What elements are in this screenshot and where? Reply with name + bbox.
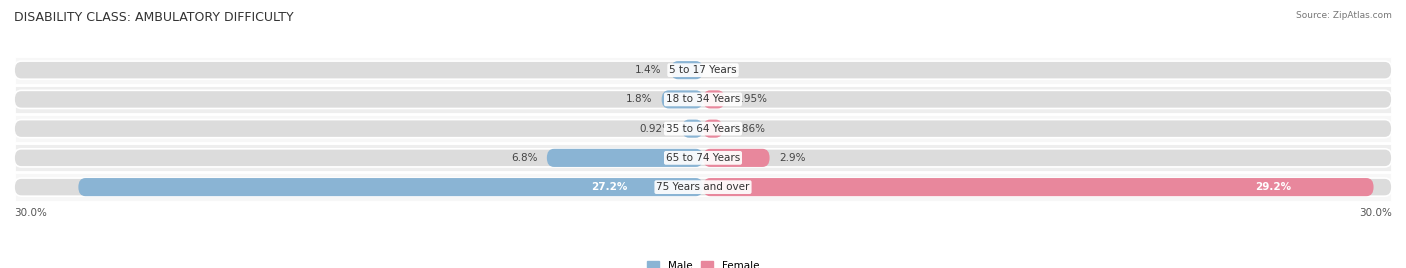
FancyBboxPatch shape <box>703 90 725 109</box>
Bar <box>14 173 1392 202</box>
Legend: Male, Female: Male, Female <box>647 261 759 268</box>
Text: 0.86%: 0.86% <box>733 124 765 134</box>
FancyBboxPatch shape <box>703 149 769 167</box>
FancyBboxPatch shape <box>14 61 1392 79</box>
Bar <box>14 114 1392 143</box>
FancyBboxPatch shape <box>671 61 703 79</box>
FancyBboxPatch shape <box>682 120 703 138</box>
Text: 30.0%: 30.0% <box>14 208 46 218</box>
Text: 6.8%: 6.8% <box>512 153 537 163</box>
Text: 0.95%: 0.95% <box>734 94 768 105</box>
Bar <box>14 143 1392 173</box>
Text: 30.0%: 30.0% <box>1360 208 1392 218</box>
Text: DISABILITY CLASS: AMBULATORY DIFFICULTY: DISABILITY CLASS: AMBULATORY DIFFICULTY <box>14 11 294 24</box>
FancyBboxPatch shape <box>79 178 703 196</box>
Text: 29.2%: 29.2% <box>1256 182 1291 192</box>
Text: 35 to 64 Years: 35 to 64 Years <box>666 124 740 134</box>
FancyBboxPatch shape <box>14 90 1392 109</box>
FancyBboxPatch shape <box>547 149 703 167</box>
Text: 27.2%: 27.2% <box>591 182 627 192</box>
Text: 1.8%: 1.8% <box>626 94 652 105</box>
FancyBboxPatch shape <box>14 178 1392 196</box>
Bar <box>14 55 1392 85</box>
FancyBboxPatch shape <box>703 120 723 138</box>
FancyBboxPatch shape <box>14 120 1392 138</box>
FancyBboxPatch shape <box>662 90 703 109</box>
Text: 5 to 17 Years: 5 to 17 Years <box>669 65 737 75</box>
Text: Source: ZipAtlas.com: Source: ZipAtlas.com <box>1296 11 1392 20</box>
FancyBboxPatch shape <box>703 178 1374 196</box>
FancyBboxPatch shape <box>14 149 1392 167</box>
Text: 75 Years and over: 75 Years and over <box>657 182 749 192</box>
Text: 18 to 34 Years: 18 to 34 Years <box>666 94 740 105</box>
Text: 65 to 74 Years: 65 to 74 Years <box>666 153 740 163</box>
Bar <box>14 85 1392 114</box>
Text: 0.92%: 0.92% <box>640 124 672 134</box>
Text: 2.9%: 2.9% <box>779 153 806 163</box>
Text: 1.4%: 1.4% <box>636 65 662 75</box>
Text: 0.0%: 0.0% <box>713 65 738 75</box>
